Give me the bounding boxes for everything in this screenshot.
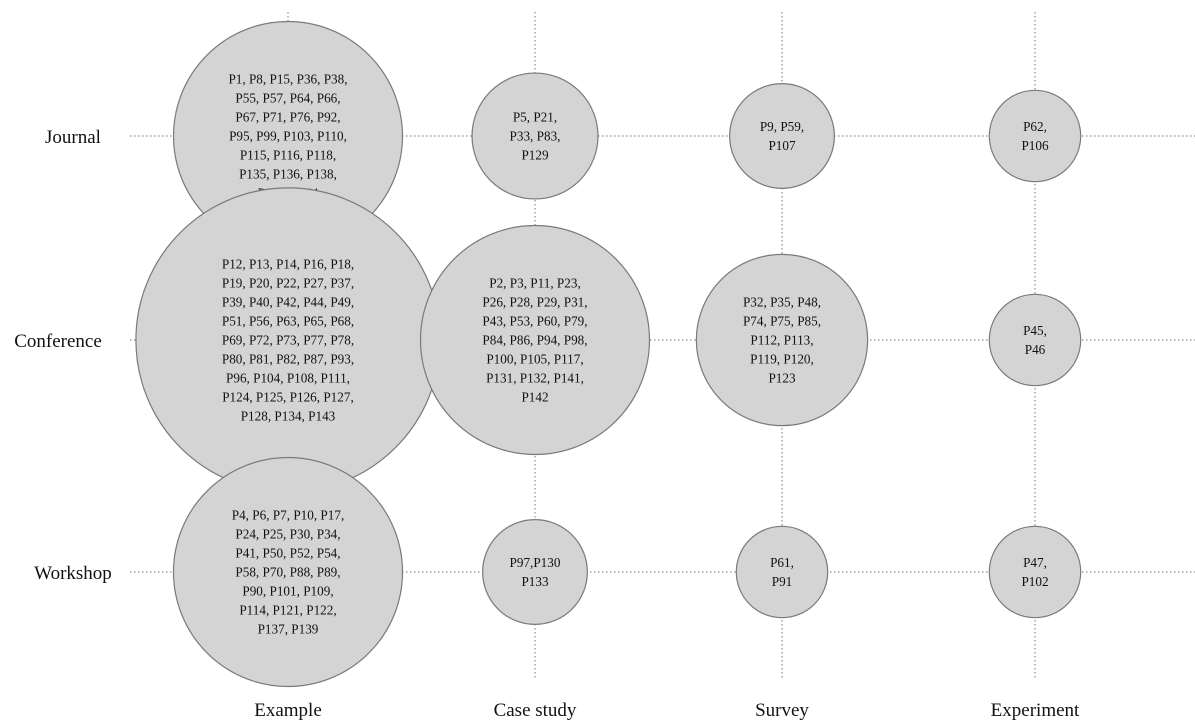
bubble-label-line: P24, P25, P30, P34, [235,527,340,542]
row-label-journal: Journal [45,127,101,148]
column-label-survey: Survey [755,700,809,721]
bubble-label-line: P55, P57, P64, P66, [235,91,340,106]
bubble-circle [471,72,599,200]
bubble-label-line: P95, P99, P103, P110, [229,129,347,144]
bubble-label-line: P43, P53, P60, P79, [482,314,587,329]
bubble-conference-experiment: P45, P46 [988,293,1082,387]
bubble-label-line: P41, P50, P52, P54, [235,546,340,561]
row-label-workshop: Workshop [34,563,112,584]
bubble-label-line: P61, [770,555,794,570]
bubble-conference-survey: P32, P35, P48, P74, P75, P85, P112, P113, P… [695,253,869,427]
bubbles: P1, P8, P15, P36, P38, P55, P57, P64, P66… [135,20,1082,688]
bubble-label-line: P123 [768,371,796,386]
bubble-workshop-experiment: P47, P102 [988,525,1082,619]
bubble-label-line: P12, P13, P14, P16, P18, [222,257,354,272]
bubble-label-line: P124, P125, P126, P127, [222,390,354,405]
bubble-label-line: P107 [768,138,796,153]
bubble-label-line: P137, P139 [258,622,319,637]
bubble-label-line: P102 [1021,574,1048,589]
bubble-label-line: P47, [1023,555,1047,570]
bubble-label-line: P142 [521,390,548,405]
bubble-label-line: P131, P132, P141, [486,371,584,386]
bubble-label-line: P26, P28, P29, P31, [482,295,587,310]
bubble-label-line: P84, P86, P94, P98, [482,333,587,348]
bubble-label-line: P90, P101, P109, [242,584,333,599]
bubble-label-line: P133 [521,574,549,589]
bubble-label-line: P91 [772,574,793,589]
bubble-circle [988,89,1082,183]
bubble-circle [988,293,1082,387]
axis-labels: Journal Conference Workshop Example Case stu… [14,127,1080,721]
bubble-label-line: P100, P105, P117, [486,352,583,367]
bubble-circle [729,83,835,189]
bubble-label-line: P39, P40, P42, P44, P49, [222,295,354,310]
bubble-label-line: P80, P81, P82, P87, P93, [222,352,354,367]
bubble-journal-experiment: P62, P106 [988,89,1082,183]
bubble-label-line: P9, P59, [760,119,804,134]
bubble-label-line: P1, P8, P15, P36, P38, [228,72,347,87]
bubble-label-line: P46 [1025,342,1046,357]
bubble-label-line: P69, P72, P73, P77, P78, [222,333,354,348]
bubble-label-line: P4, P6, P7, P10, P17, [232,508,345,523]
bubble-label-line: P114, P121, P122, [239,603,336,618]
bubble-journal-example: P1, P8, P15, P36, P38, P55, P57, P64, P66… [172,20,404,252]
bubble-workshop-survey: P61, P91 [735,525,829,619]
bubble-label-line: P62, [1023,119,1047,134]
bubble-label-line: P129 [521,148,549,163]
bubble-label-line: P135, P136, P138, [239,167,337,182]
bubble-label-line: P33, P83, [510,129,561,144]
bubble-label-line: P119, P120, [750,352,814,367]
bubble-label-line: P115, P116, P118, [240,148,336,163]
bubble-circle [988,525,1082,619]
bubble-label-line: P19, P20, P22, P27, P37, [222,276,354,291]
bubble-label-line: P67, P71, P76, P92, [235,110,340,125]
bubble-label-line: P51, P56, P63, P65, P68, [222,314,354,329]
bubble-circle [695,253,869,427]
bubble-label-line: P112, P113, [750,333,813,348]
bubble-label-line: P2, P3, P11, P23, [489,276,581,291]
bubble-conference-case-study: P2, P3, P11, P23, P26, P28, P29, P31, P43,… [419,224,651,456]
bubble-journal-case-study: P5, P21, P33, P83, P129 [471,72,599,200]
bubble-label-line: P128, P134, P143 [241,409,336,424]
bubble-circle [735,525,829,619]
column-label-case-study: Case study [494,700,577,721]
bubble-workshop-example: P4, P6, P7, P10, P17, P24, P25, P30, P34,… [172,456,404,688]
bubble-label-line: P74, P75, P85, [743,314,821,329]
bubble-label-line: P97,P130 [510,555,561,570]
bubble-label-line: P45, [1023,323,1047,338]
bubble-circle [172,456,404,688]
bubble-journal-survey: P9, P59, P107 [729,83,835,189]
bubble-circle [419,224,651,456]
bubble-workshop-case-study: P97,P130 P133 [482,519,588,625]
bubble-label-line: P32, P35, P48, [743,295,821,310]
bubble-label-line: P5, P21, [513,110,557,125]
bubble-label-line: P106 [1021,138,1049,153]
column-label-example: Example [254,700,322,721]
bubble-circle [482,519,588,625]
column-label-experiment: Experiment [991,700,1080,721]
bubble-label-line: P58, P70, P88, P89, [235,565,340,580]
row-label-conference: Conference [14,331,102,352]
bubble-conference-example: P12, P13, P14, P16, P18, P19, P20, P22, P… [135,187,441,493]
bubble-label-line: P96, P104, P108, P111, [226,371,350,386]
